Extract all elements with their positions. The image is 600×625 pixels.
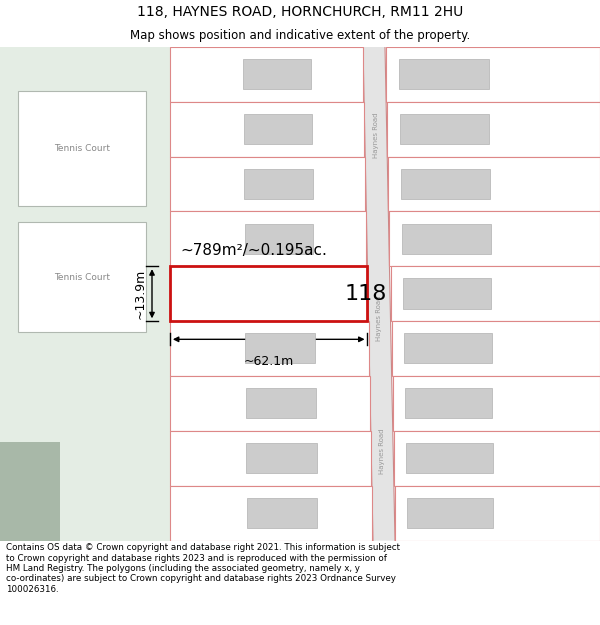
Text: Tennis Court: Tennis Court [54, 144, 110, 153]
Bar [391, 266, 600, 321]
Text: ~789m²/~0.195ac.: ~789m²/~0.195ac. [180, 243, 327, 258]
Bar [0, 442, 60, 541]
Text: Map shows position and indicative extent of the property.: Map shows position and indicative extent… [130, 29, 470, 42]
Bar [394, 431, 600, 486]
Text: 118, HAYNES ROAD, HORNCHURCH, RM11 2HU: 118, HAYNES ROAD, HORNCHURCH, RM11 2HU [137, 5, 463, 19]
Bar [244, 114, 312, 144]
Text: Haynes Road: Haynes Road [377, 296, 383, 341]
Bar [406, 443, 493, 473]
Bar [170, 211, 367, 266]
Bar [245, 333, 315, 363]
Bar [247, 498, 317, 528]
Bar [388, 157, 600, 211]
Text: Tennis Court: Tennis Court [54, 272, 110, 282]
Bar [407, 498, 493, 528]
Bar [18, 91, 146, 206]
Bar [244, 169, 313, 199]
Polygon shape [363, 47, 395, 541]
Bar [170, 431, 371, 486]
Bar [393, 376, 600, 431]
Text: Contains OS data © Crown copyright and database right 2021. This information is : Contains OS data © Crown copyright and d… [6, 543, 400, 594]
Bar [405, 388, 492, 418]
Text: ~13.9m: ~13.9m [134, 269, 147, 319]
Bar [170, 102, 364, 157]
Text: Haynes Road: Haynes Road [379, 429, 385, 474]
Bar [18, 222, 146, 332]
Bar [386, 47, 600, 102]
Bar [170, 47, 363, 102]
Text: Haynes Road: Haynes Road [373, 113, 379, 159]
Bar [246, 388, 316, 418]
Bar [170, 486, 372, 541]
Bar [395, 486, 600, 541]
Bar [170, 376, 370, 431]
Bar [244, 59, 311, 89]
Bar [389, 211, 600, 266]
Bar [170, 321, 368, 376]
Bar [401, 169, 490, 199]
Bar [387, 102, 600, 157]
Bar [170, 157, 365, 211]
Bar [400, 114, 490, 144]
Bar [402, 224, 491, 254]
Bar [0, 47, 170, 541]
Bar [403, 278, 491, 309]
Bar [245, 224, 313, 254]
Bar [399, 59, 489, 89]
Bar [246, 443, 317, 473]
Text: 118: 118 [344, 284, 386, 304]
Bar [404, 333, 491, 363]
Text: ~62.1m: ~62.1m [244, 356, 294, 369]
Bar [392, 321, 600, 376]
Bar [170, 266, 367, 321]
